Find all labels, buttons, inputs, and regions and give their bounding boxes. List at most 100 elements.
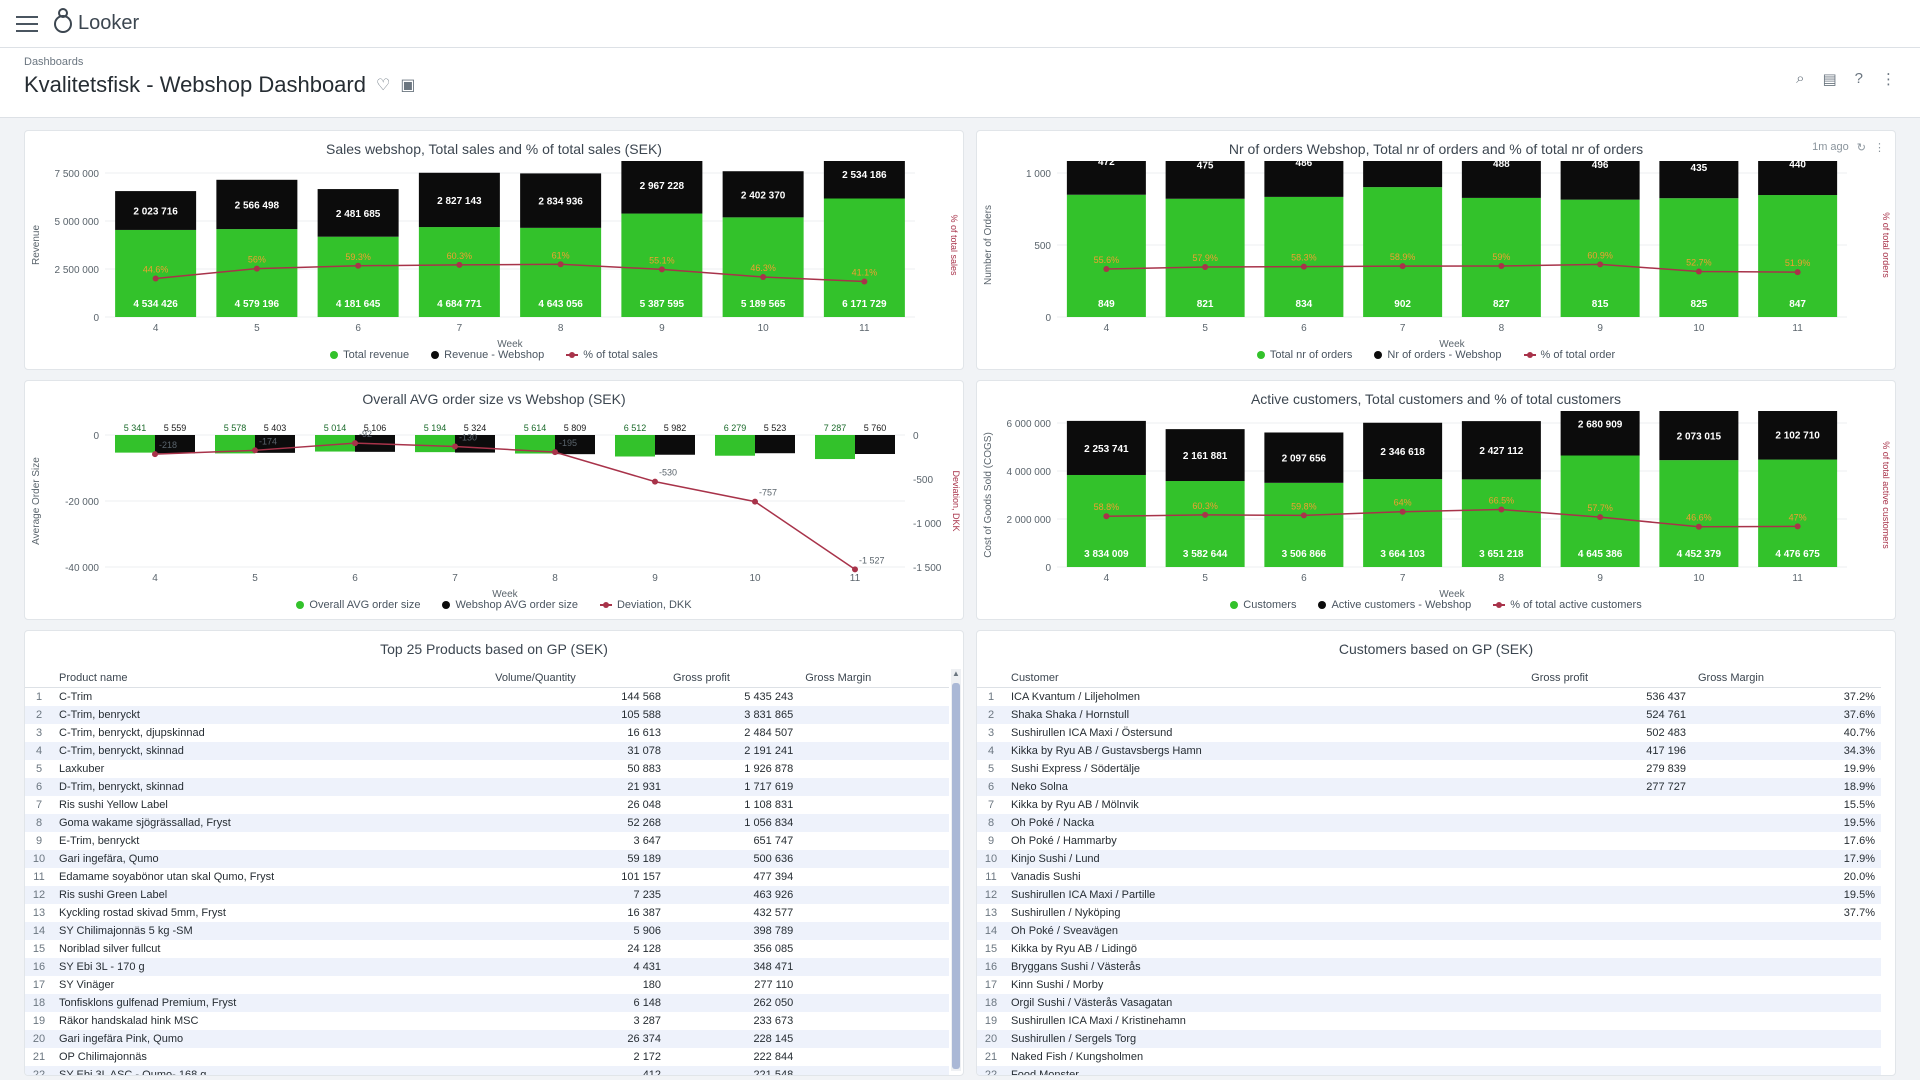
table-row[interactable]: 19 Räkor handskalad hink MSC 3 287 233 673	[25, 1012, 949, 1030]
table-row[interactable]: 21 Naked Fish / Kungsholmen	[977, 1048, 1881, 1066]
table-row[interactable]: 7 Ris sushi Yellow Label 26 048 1 108 831	[25, 796, 949, 814]
table-row[interactable]: 8 Goma wakame sjögrässallad, Fryst 52 268 1…	[25, 813, 949, 832]
product-name-cell[interactable]: Ris sushi Green Label	[53, 885, 490, 904]
product-name-cell[interactable]: Noriblad silver fullcut	[59, 942, 161, 955]
legend-revenue-webshop[interactable]: Revenue - Webshop	[431, 349, 544, 361]
customer-name-cell[interactable]: Kikka by Ryu AB / Lidingö	[1011, 942, 1137, 955]
product-name-cell[interactable]: C-Trim	[59, 690, 93, 703]
table-row[interactable]: 12 Ris sushi Green Label 7 235 463 926	[25, 885, 949, 904]
customer-name-cell[interactable]: Kinjo Sushi / Lund	[1005, 849, 1497, 868]
table-row[interactable]: 6 Neko Solna 277 727 18.9%	[977, 777, 1881, 796]
customer-name-cell[interactable]: ICA Kvantum / Liljeholmen	[1011, 690, 1141, 703]
customer-name-cell[interactable]: Sushirullen / Sergels Torg	[1005, 1029, 1497, 1048]
customer-name-cell[interactable]: Sushirullen ICA Maxi / Östersund	[1011, 726, 1173, 739]
product-name-cell[interactable]: Ris sushi Yellow Label	[59, 798, 168, 811]
table-row[interactable]: 10 Gari ingefära, Qumo 59 189 500 636	[25, 849, 949, 868]
product-name-cell[interactable]: C-Trim, benryckt, djupskinnad	[59, 726, 205, 739]
customer-name-cell[interactable]: Shaka Shaka / Hornstull	[1005, 705, 1497, 724]
tile-options-icon[interactable]: ⋮	[1874, 142, 1885, 154]
product-name-cell[interactable]: E-Trim, benryckt	[59, 834, 140, 847]
legend-active-webshop[interactable]: Active customers - Webshop	[1318, 599, 1471, 611]
table-row[interactable]: 18 Orgil Sushi / Västerås Vasagatan	[977, 993, 1881, 1012]
product-name-cell[interactable]: Gari ingefära, Qumo	[53, 849, 490, 868]
help-icon[interactable]: ?	[1854, 70, 1863, 87]
customer-name-cell[interactable]: Kinn Sushi / Morby	[1011, 978, 1104, 991]
looker-logo[interactable]: Looker	[54, 7, 139, 35]
table-row[interactable]: 6 D-Trim, benryckt, skinnad 21 931 1 717 61…	[25, 777, 949, 796]
table-row[interactable]: 5 Laxkuber 50 883 1 926 878	[25, 760, 949, 778]
customer-name-cell[interactable]: Bryggans Sushi / Västerås	[1005, 957, 1497, 976]
table-row[interactable]: 3 C-Trim, benryckt, djupskinnad 16 613 2 48…	[25, 724, 949, 742]
table-row[interactable]: 17 Kinn Sushi / Morby	[977, 976, 1881, 994]
product-name-cell[interactable]: Laxkuber	[59, 762, 105, 775]
favorite-heart-icon[interactable]: ♡	[375, 77, 391, 94]
breadcrumb[interactable]: Dashboards	[24, 56, 84, 68]
table-row[interactable]: 22 SY Ebi 3L ASC - Qumo- 168 g 412 221 548	[25, 1065, 949, 1075]
legend-overall-avg[interactable]: Overall AVG order size	[296, 599, 420, 611]
legend-webshop-avg[interactable]: Webshop AVG order size	[442, 599, 578, 611]
table-row[interactable]: 14 SY Chilimajonnäs 5 kg -SM 5 906 398 789	[25, 921, 949, 940]
customer-name-cell[interactable]: Naked Fish / Kungsholmen	[1011, 1050, 1144, 1063]
table-row[interactable]: 19 Sushirullen ICA Maxi / Kristinehamn	[977, 1012, 1881, 1030]
products-scrollbar[interactable]: ▲	[951, 669, 961, 1071]
hamburger-menu-icon[interactable]	[16, 15, 38, 32]
customer-name-cell[interactable]: Oh Poké / Hammarby	[1011, 834, 1117, 847]
customer-name-cell[interactable]: Sushirullen ICA Maxi / Kristinehamn	[1011, 1014, 1186, 1027]
product-name-cell[interactable]: SY Chilimajonnäs 5 kg -SM	[53, 921, 490, 940]
col-volume[interactable]: Volume/Quantity	[489, 669, 668, 688]
legend-total-orders[interactable]: Total nr of orders	[1256, 349, 1352, 361]
table-row[interactable]: 1 ICA Kvantum / Liljeholmen 536 437 37.2%	[977, 688, 1881, 706]
product-name-cell[interactable]: OP Chilimajonnäs	[59, 1050, 147, 1063]
legend-pct-sales[interactable]: % of total sales	[566, 349, 658, 361]
col-gross-margin[interactable]: Gross Margin	[1691, 669, 1881, 688]
col-gross-profit[interactable]: Gross profit	[1525, 669, 1692, 688]
table-row[interactable]: 8 Oh Poké / Nacka 19.5%	[977, 813, 1881, 832]
table-row[interactable]: 15 Noriblad silver fullcut 24 128 356 085	[25, 940, 949, 958]
product-name-cell[interactable]: Kyckling rostad skivad 5mm, Fryst	[59, 906, 226, 919]
table-row[interactable]: 9 E-Trim, benryckt 3 647 651 747	[25, 832, 949, 850]
product-name-cell[interactable]: C-Trim, benryckt	[53, 705, 490, 724]
more-options-icon[interactable]: ⋮	[1881, 71, 1896, 88]
table-row[interactable]: 21 OP Chilimajonnäs 2 172 222 844	[25, 1048, 949, 1066]
legend-deviation[interactable]: Deviation, DKK	[599, 599, 692, 611]
legend-pct-orders[interactable]: % of total order	[1523, 349, 1615, 361]
table-row[interactable]: 5 Sushi Express / Södertälje 279 839 19.9%	[977, 760, 1881, 778]
folder-icon[interactable]: ▣	[400, 77, 416, 94]
table-row[interactable]: 7 Kikka by Ryu AB / Mölnvik 15.5%	[977, 796, 1881, 814]
product-name-cell[interactable]: Edamame soyabönor utan skal Qumo, Fryst	[59, 870, 275, 883]
table-row[interactable]: 20 Gari ingefära Pink, Qumo 26 374 228 145	[25, 1029, 949, 1048]
refresh-icon[interactable]: ↻	[1856, 142, 1866, 154]
col-customer[interactable]: Customer	[1005, 669, 1497, 688]
customer-name-cell[interactable]: Kikka by Ryu AB / Mölnvik	[1011, 798, 1139, 811]
table-row[interactable]: 2 Shaka Shaka / Hornstull 524 761 37.6%	[977, 705, 1881, 724]
scroll-up-icon[interactable]: ▲	[952, 669, 960, 678]
customer-name-cell[interactable]: Sushi Express / Södertälje	[1011, 762, 1141, 775]
table-row[interactable]: 15 Kikka by Ryu AB / Lidingö	[977, 940, 1881, 958]
table-row[interactable]: 12 Sushirullen ICA Maxi / Partille 19.5%	[977, 885, 1881, 904]
col-gross-margin[interactable]: Gross Margin	[799, 669, 949, 688]
table-row[interactable]: 13 Sushirullen / Nyköping 37.7%	[977, 904, 1881, 922]
table-row[interactable]: 22 Food Monster	[977, 1065, 1881, 1075]
customer-name-cell[interactable]: Orgil Sushi / Västerås Vasagatan	[1005, 993, 1497, 1012]
customer-name-cell[interactable]: Oh Poké / Nacka	[1005, 813, 1497, 832]
table-row[interactable]: 16 Bryggans Sushi / Västerås	[977, 957, 1881, 976]
product-name-cell[interactable]: SY Ebi 3L ASC - Qumo- 168 g	[53, 1065, 490, 1075]
table-row[interactable]: 13 Kyckling rostad skivad 5mm, Fryst 16 38…	[25, 904, 949, 922]
table-row[interactable]: 4 C-Trim, benryckt, skinnad 31 078 2 191 24…	[25, 741, 949, 760]
table-row[interactable]: 11 Edamame soyabönor utan skal Qumo, Frys…	[25, 868, 949, 886]
product-name-cell[interactable]: Goma wakame sjögrässallad, Fryst	[53, 813, 490, 832]
product-name-cell[interactable]: Räkor handskalad hink MSC	[59, 1014, 199, 1027]
filter-icon[interactable]: ▤	[1822, 71, 1837, 88]
legend-total-revenue[interactable]: Total revenue	[330, 349, 409, 361]
table-row[interactable]: 14 Oh Poké / Sveavägen	[977, 921, 1881, 940]
table-row[interactable]: 18 Tonfisklons gulfenad Premium, Fryst 6 1…	[25, 993, 949, 1012]
customer-name-cell[interactable]: Neko Solna	[1005, 777, 1497, 796]
customer-name-cell[interactable]: Oh Poké / Sveavägen	[1005, 921, 1497, 940]
product-name-cell[interactable]: Gari ingefära Pink, Qumo	[53, 1029, 490, 1048]
table-row[interactable]: 9 Oh Poké / Hammarby 17.6%	[977, 832, 1881, 850]
table-row[interactable]: 17 SY Vinäger 180 277 110	[25, 976, 949, 994]
table-row[interactable]: 11 Vanadis Sushi 20.0%	[977, 868, 1881, 886]
table-row[interactable]: 10 Kinjo Sushi / Lund 17.9%	[977, 849, 1881, 868]
customer-name-cell[interactable]: Kikka by Ryu AB / Gustavsbergs Hamn	[1005, 741, 1497, 760]
